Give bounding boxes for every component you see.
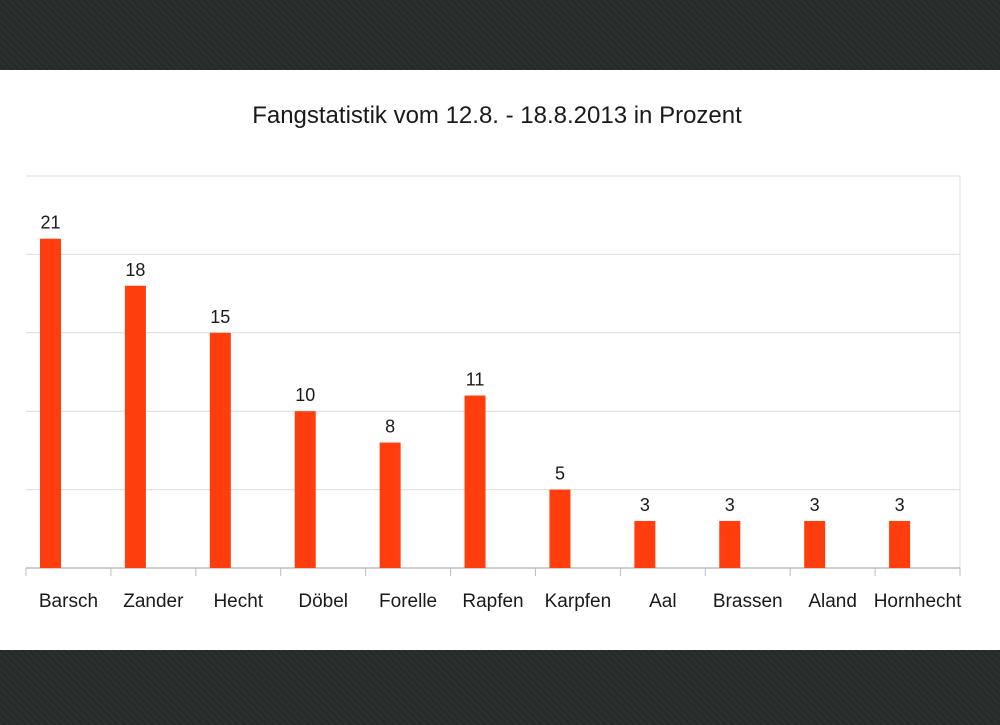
bar-chart: Fangstatistik vom 12.8. - 18.8.2013 in P… (25, 102, 962, 612)
chart-panel: Fangstatistik vom 12.8. - 18.8.2013 in P… (0, 70, 1000, 650)
category-label: Zander (123, 591, 184, 612)
value-label: 5 (555, 464, 565, 484)
value-label: 3 (895, 495, 905, 515)
bar (209, 332, 231, 568)
value-label: 18 (125, 260, 145, 280)
bar (294, 411, 316, 568)
bar (719, 520, 741, 568)
value-label: 11 (466, 370, 485, 390)
bar (40, 238, 61, 568)
value-label: 3 (810, 495, 820, 515)
value-label: 8 (385, 417, 395, 437)
category-label: Aal (649, 591, 676, 612)
category-label: Brassen (713, 591, 783, 612)
value-label: 21 (40, 213, 60, 233)
top-dark-band (0, 0, 1000, 70)
category-label: Hornhecht (874, 591, 962, 612)
category-label: Hecht (213, 591, 263, 612)
bar (379, 442, 401, 568)
x-axis (25, 567, 961, 576)
bar (549, 489, 571, 568)
chart-title: Fangstatistik vom 12.8. - 18.8.2013 in P… (252, 102, 742, 129)
bar (124, 285, 146, 568)
category-label: Karpfen (545, 591, 612, 612)
bar (889, 520, 911, 568)
bars (40, 238, 911, 568)
bar (634, 520, 656, 568)
bar (464, 395, 486, 568)
category-label: Forelle (379, 591, 437, 612)
category-label: Aland (808, 591, 857, 612)
category-label: Barsch (39, 591, 98, 612)
category-label: Döbel (298, 591, 348, 612)
value-label: 3 (640, 495, 650, 515)
bar (804, 520, 826, 568)
value-label: 15 (210, 307, 230, 327)
bottom-dark-band (0, 650, 1000, 725)
value-label: 3 (725, 495, 735, 515)
category-label: Rapfen (462, 591, 523, 612)
value-label: 10 (295, 385, 315, 405)
category-labels: Barsch Zander Hecht Döbel Forelle Rapfen Karpf… (39, 591, 962, 612)
value-labels: 21 18 15 10 8 11 5 3 3 3 3 (40, 213, 904, 515)
gridlines (26, 175, 961, 568)
